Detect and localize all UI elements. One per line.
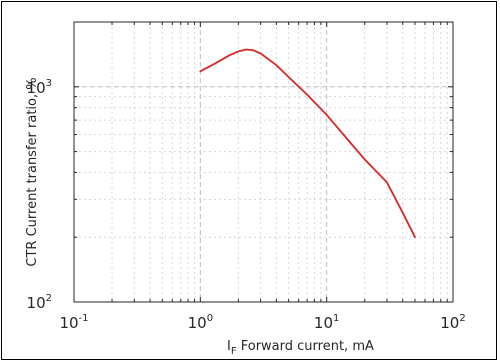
x-tick-label: 100 [188, 313, 213, 332]
y-tick-label: 102 [27, 293, 52, 312]
x-axis-title: IF Forward current, mA [227, 339, 374, 357]
x-tick-labels: 10-1 100 101 102 [59, 313, 465, 332]
x-tick-label: 102 [440, 313, 465, 332]
x-tick-label: 10-1 [59, 313, 88, 332]
series-line-0 [199, 48, 416, 239]
y-tick-label: 103 [27, 78, 52, 97]
x-tick-label: 101 [314, 313, 339, 332]
series-layer [199, 48, 416, 239]
plot-border [73, 21, 454, 303]
plot-area [74, 22, 453, 302]
tick-marks [73, 21, 454, 303]
y-tick-labels: 102 103 [27, 78, 52, 312]
y-axis-title: CTR Current transfer ratio, % [25, 77, 40, 266]
